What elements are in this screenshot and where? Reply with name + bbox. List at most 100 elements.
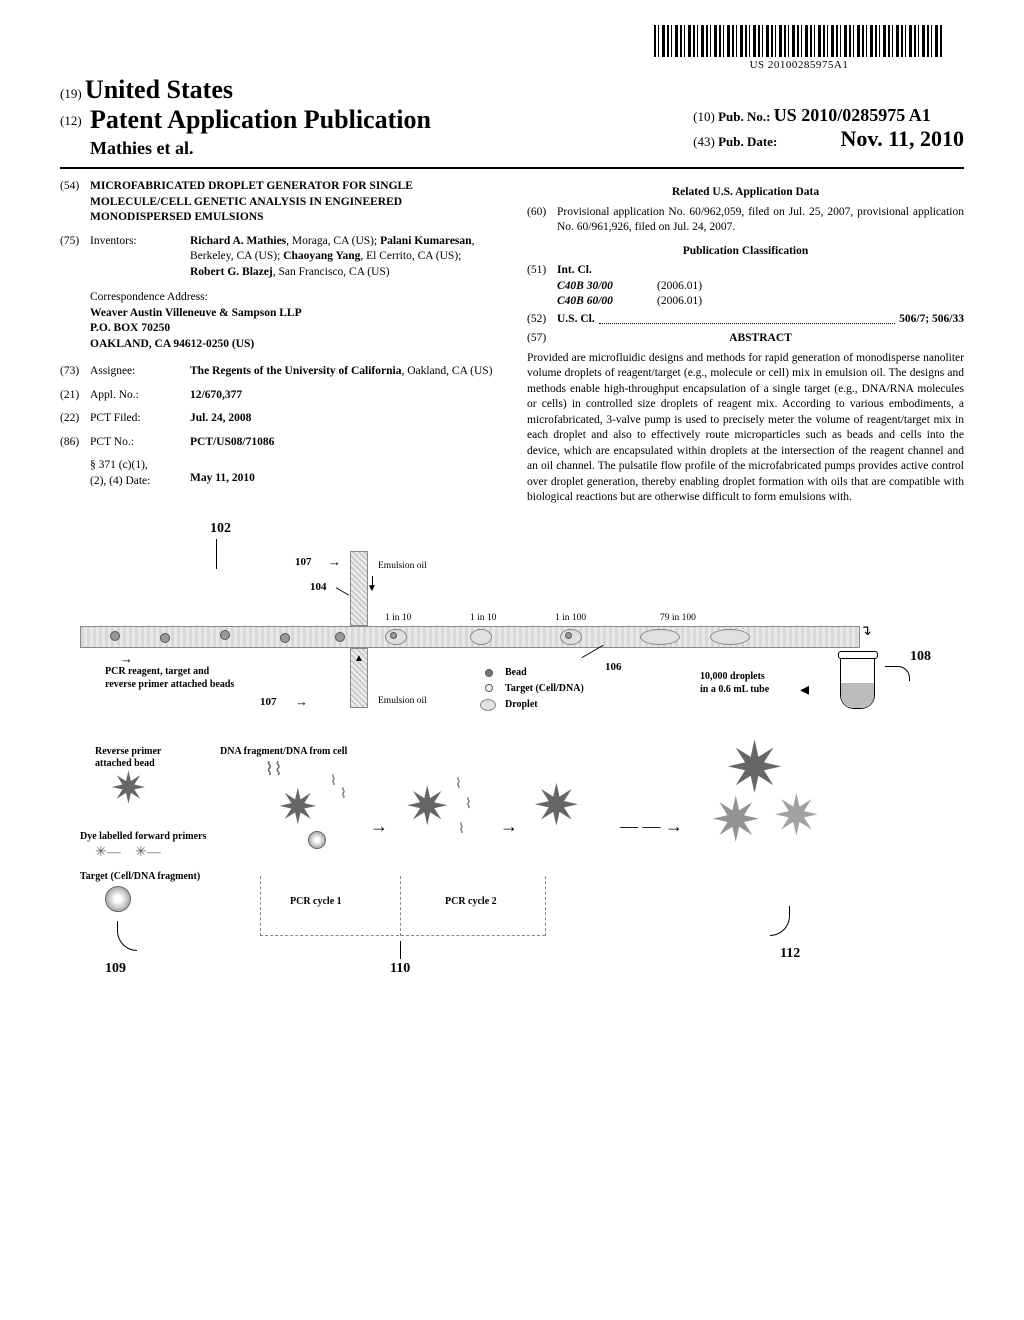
- brace-112: [770, 906, 790, 936]
- int-cl-1-yr: (2006.01): [657, 279, 702, 295]
- assignee-label: Assignee:: [90, 364, 190, 380]
- s371-date: May 11, 2010: [190, 458, 255, 489]
- abstract-text: Provided are microfluidic designs and me…: [527, 351, 964, 506]
- ref-112: 112: [780, 946, 800, 962]
- emulsion-oil-bottom: Emulsion oil: [378, 696, 427, 706]
- code-51: (51): [527, 263, 557, 310]
- bead-icon: [335, 632, 345, 642]
- tube-cap-icon: [838, 651, 878, 659]
- dna-icon: ⌇: [458, 821, 465, 838]
- bead-in-droplet-icon: [390, 632, 397, 639]
- droplets-count: 10,000 droplets: [700, 671, 765, 682]
- arrow-icon: — — →: [620, 816, 683, 837]
- primer-icon: ✳—: [135, 844, 161, 861]
- related-text: Provisional application No. 60/962,059, …: [557, 205, 964, 236]
- related-heading: Related U.S. Application Data: [527, 185, 964, 201]
- assignee-value: The Regents of the University of Califor…: [190, 364, 497, 380]
- oil-channel-top: [350, 551, 368, 626]
- code-43: (43): [693, 134, 715, 149]
- country-name: United States: [85, 75, 233, 104]
- ratio-1: 1 in 10: [385, 613, 411, 623]
- invention-title: MICROFABRICATED DROPLET GENERATOR FOR SI…: [90, 179, 497, 226]
- droplet-icon: [710, 629, 750, 645]
- left-column: (54) MICROFABRICATED DROPLET GENERATOR F…: [60, 179, 497, 506]
- pub-date: Nov. 11, 2010: [841, 126, 964, 151]
- tube-label: in a 0.6 mL tube: [700, 684, 769, 695]
- doc-type: Patent Application Publication: [90, 105, 431, 135]
- code-12: (12): [60, 105, 90, 159]
- authors: Mathies et al.: [90, 138, 431, 159]
- arrow-icon: →: [120, 651, 133, 667]
- dna-icon: ⌇: [330, 773, 337, 790]
- brace-109: [117, 921, 137, 951]
- target-cell-label: Target (Cell/DNA fragment): [80, 871, 200, 882]
- pct-filed: Jul. 24, 2008: [190, 411, 497, 427]
- right-column: Related U.S. Application Data (60) Provi…: [527, 179, 964, 506]
- barcode-region: US 20100285975A1: [654, 25, 944, 71]
- int-cl-1: C40B 30/00: [557, 279, 657, 295]
- ratio-3: 1 in 100: [555, 613, 586, 623]
- arrowhead-icon: ▼: [367, 583, 377, 594]
- final-starburst-icon: [710, 796, 780, 866]
- ref-110: 110: [390, 961, 410, 977]
- arrow-icon: →: [328, 554, 341, 570]
- pct-no-label: PCT No.:: [90, 435, 190, 451]
- ref-108: 108: [910, 649, 931, 665]
- pub-no: US 2010/0285975 A1: [774, 105, 931, 125]
- code-10: (10): [693, 109, 715, 124]
- appl-no-label: Appl. No.:: [90, 388, 190, 404]
- dashed-right: [545, 876, 546, 936]
- pub-info: (10) Pub. No.: US 2010/0285975 A1 (43) P…: [693, 105, 964, 152]
- corr-line3: OAKLAND, CA 94612-0250 (US): [90, 337, 497, 353]
- appl-no: 12/670,377: [190, 388, 497, 404]
- legend-bead: Bead: [505, 667, 527, 678]
- legend-droplet: Droplet: [505, 699, 538, 710]
- corr-line1: Weaver Austin Villeneuve & Sampson LLP: [90, 306, 497, 322]
- header: (19) United States (12) Patent Applicati…: [60, 75, 964, 159]
- code-21: (21): [60, 388, 90, 404]
- pub-no-label: Pub. No.:: [718, 109, 770, 124]
- pct-filed-label: PCT Filed:: [90, 411, 190, 427]
- leader-110: [400, 941, 401, 959]
- ratio-4: 79 in 100: [660, 613, 696, 623]
- pcr-starburst-icon: [405, 786, 465, 846]
- arrowhead-icon: ↴: [860, 623, 872, 640]
- arrowhead-icon: ▲: [354, 653, 364, 664]
- correspondence-address: Correspondence Address: Weaver Austin Vi…: [90, 290, 497, 352]
- dashed-mid: [400, 876, 401, 936]
- arrow-icon: →: [370, 816, 388, 837]
- divider: [60, 167, 964, 169]
- pcr-cycle-1: PCR cycle 1: [290, 896, 342, 907]
- dna-icon: ⌇: [340, 786, 347, 803]
- leader-104: [336, 587, 349, 595]
- primer-icon: ✳—: [95, 844, 121, 861]
- barcode-graphic: [654, 25, 944, 57]
- code-86: (86): [60, 435, 90, 451]
- pcr-starburst-icon: [533, 783, 598, 848]
- code-75: (75): [60, 234, 90, 281]
- legend-droplet-icon: [480, 699, 496, 711]
- code-57: (57): [527, 331, 557, 347]
- bead-icon: [280, 633, 290, 643]
- figure: 102 107 → Emulsion oil ▼ 104 1 in 10 1 i…: [60, 521, 964, 1051]
- pct-no: PCT/US08/71086: [190, 435, 497, 451]
- cell-target-icon: [105, 886, 131, 912]
- dashed-left: [260, 876, 261, 936]
- country-line: (19) United States: [60, 75, 964, 105]
- pcr-reagent-1: PCR reagent, target and: [105, 666, 209, 677]
- final-starburst-icon: [773, 793, 838, 858]
- arrow-icon: →: [295, 694, 308, 710]
- code-54: (54): [60, 179, 90, 226]
- dna-icon: ⌇: [465, 796, 472, 813]
- dna-icon: ⌇: [455, 776, 462, 793]
- ref-104: 104: [310, 581, 327, 593]
- ref-102: 102: [210, 521, 231, 537]
- ratio-2: 1 in 10: [470, 613, 496, 623]
- rev-primer-1: Reverse primer: [95, 746, 161, 757]
- ref-107b: 107: [260, 696, 277, 708]
- code-19: (19): [60, 86, 82, 101]
- pcr-cycle-2: PCR cycle 2: [445, 896, 497, 907]
- corr-line2: P.O. BOX 70250: [90, 321, 497, 337]
- ref-109: 109: [105, 961, 126, 977]
- pub-class-heading: Publication Classification: [527, 244, 964, 260]
